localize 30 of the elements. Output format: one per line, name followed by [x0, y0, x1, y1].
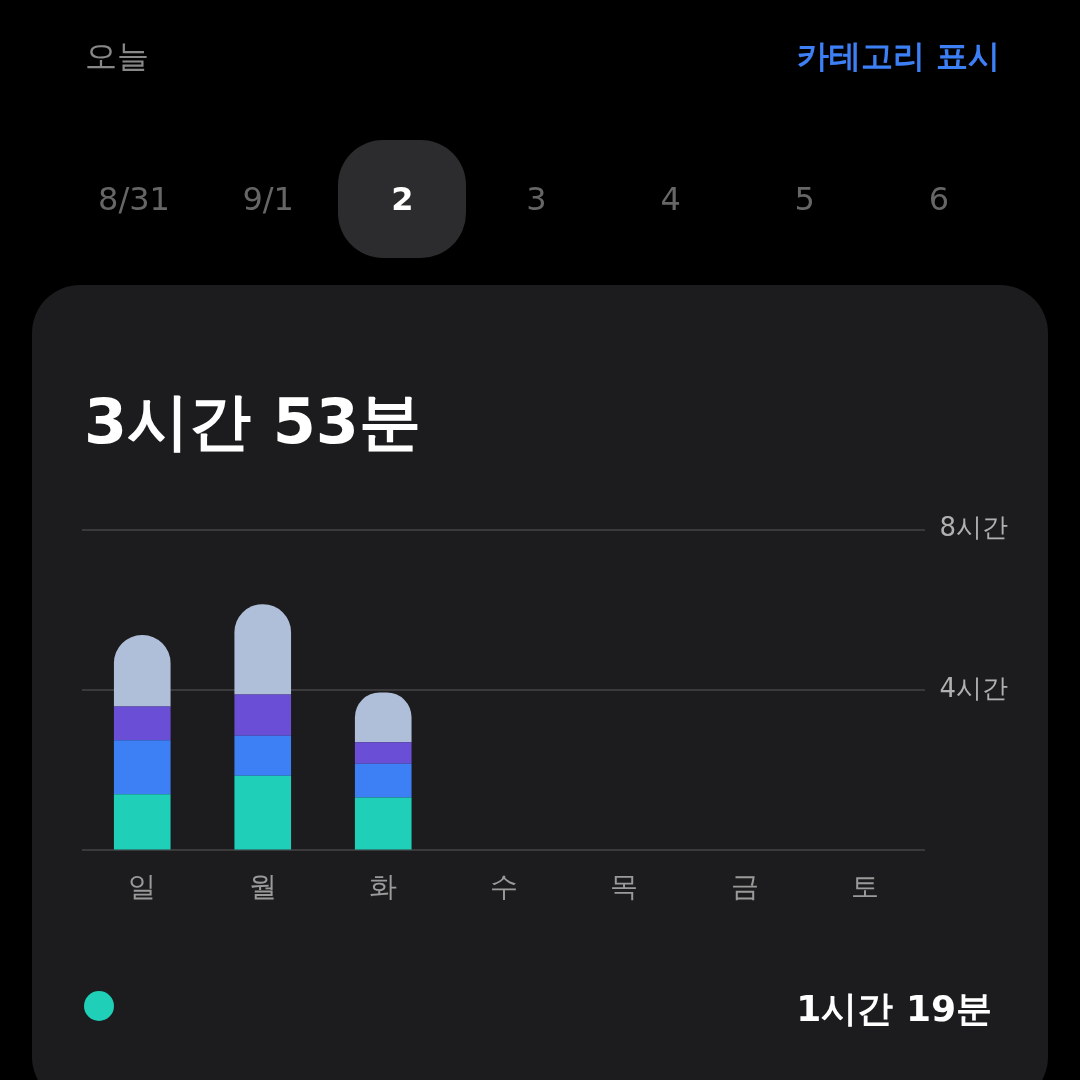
x-tick-label: 화 [369, 870, 398, 904]
bar [354, 797, 412, 850]
x-tick-label: 목 [610, 870, 639, 904]
y-tick-label: 4시간 [939, 672, 1008, 703]
text: 카테고리 표시 [796, 36, 1000, 77]
bar [354, 763, 412, 798]
x-tick-label: 토 [851, 870, 880, 904]
bar [234, 775, 292, 850]
x-tick-label: 일 [128, 870, 157, 904]
x-tick-label: 수 [489, 870, 518, 904]
x-tick-label: 월 [248, 870, 277, 904]
bar [113, 740, 171, 795]
text: 8/31 [97, 179, 171, 220]
bar [234, 604, 292, 695]
text: 2 [338, 140, 467, 258]
text: 4 [659, 179, 682, 220]
bar [234, 735, 292, 776]
text: 9/1 [241, 179, 295, 220]
bar [354, 742, 412, 764]
text: 5 [793, 179, 816, 220]
text: 3 [525, 179, 548, 220]
text: 오늘 [85, 36, 149, 77]
chart-title: 3시간 53분 [84, 384, 422, 460]
bar [113, 706, 171, 741]
text: 1시간 19분 [796, 987, 992, 1031]
bar [113, 794, 171, 850]
y-tick-label: 8시간 [939, 512, 1008, 543]
x-tick-label: 금 [730, 870, 759, 904]
bar [234, 694, 292, 736]
text: 6 [927, 179, 951, 220]
